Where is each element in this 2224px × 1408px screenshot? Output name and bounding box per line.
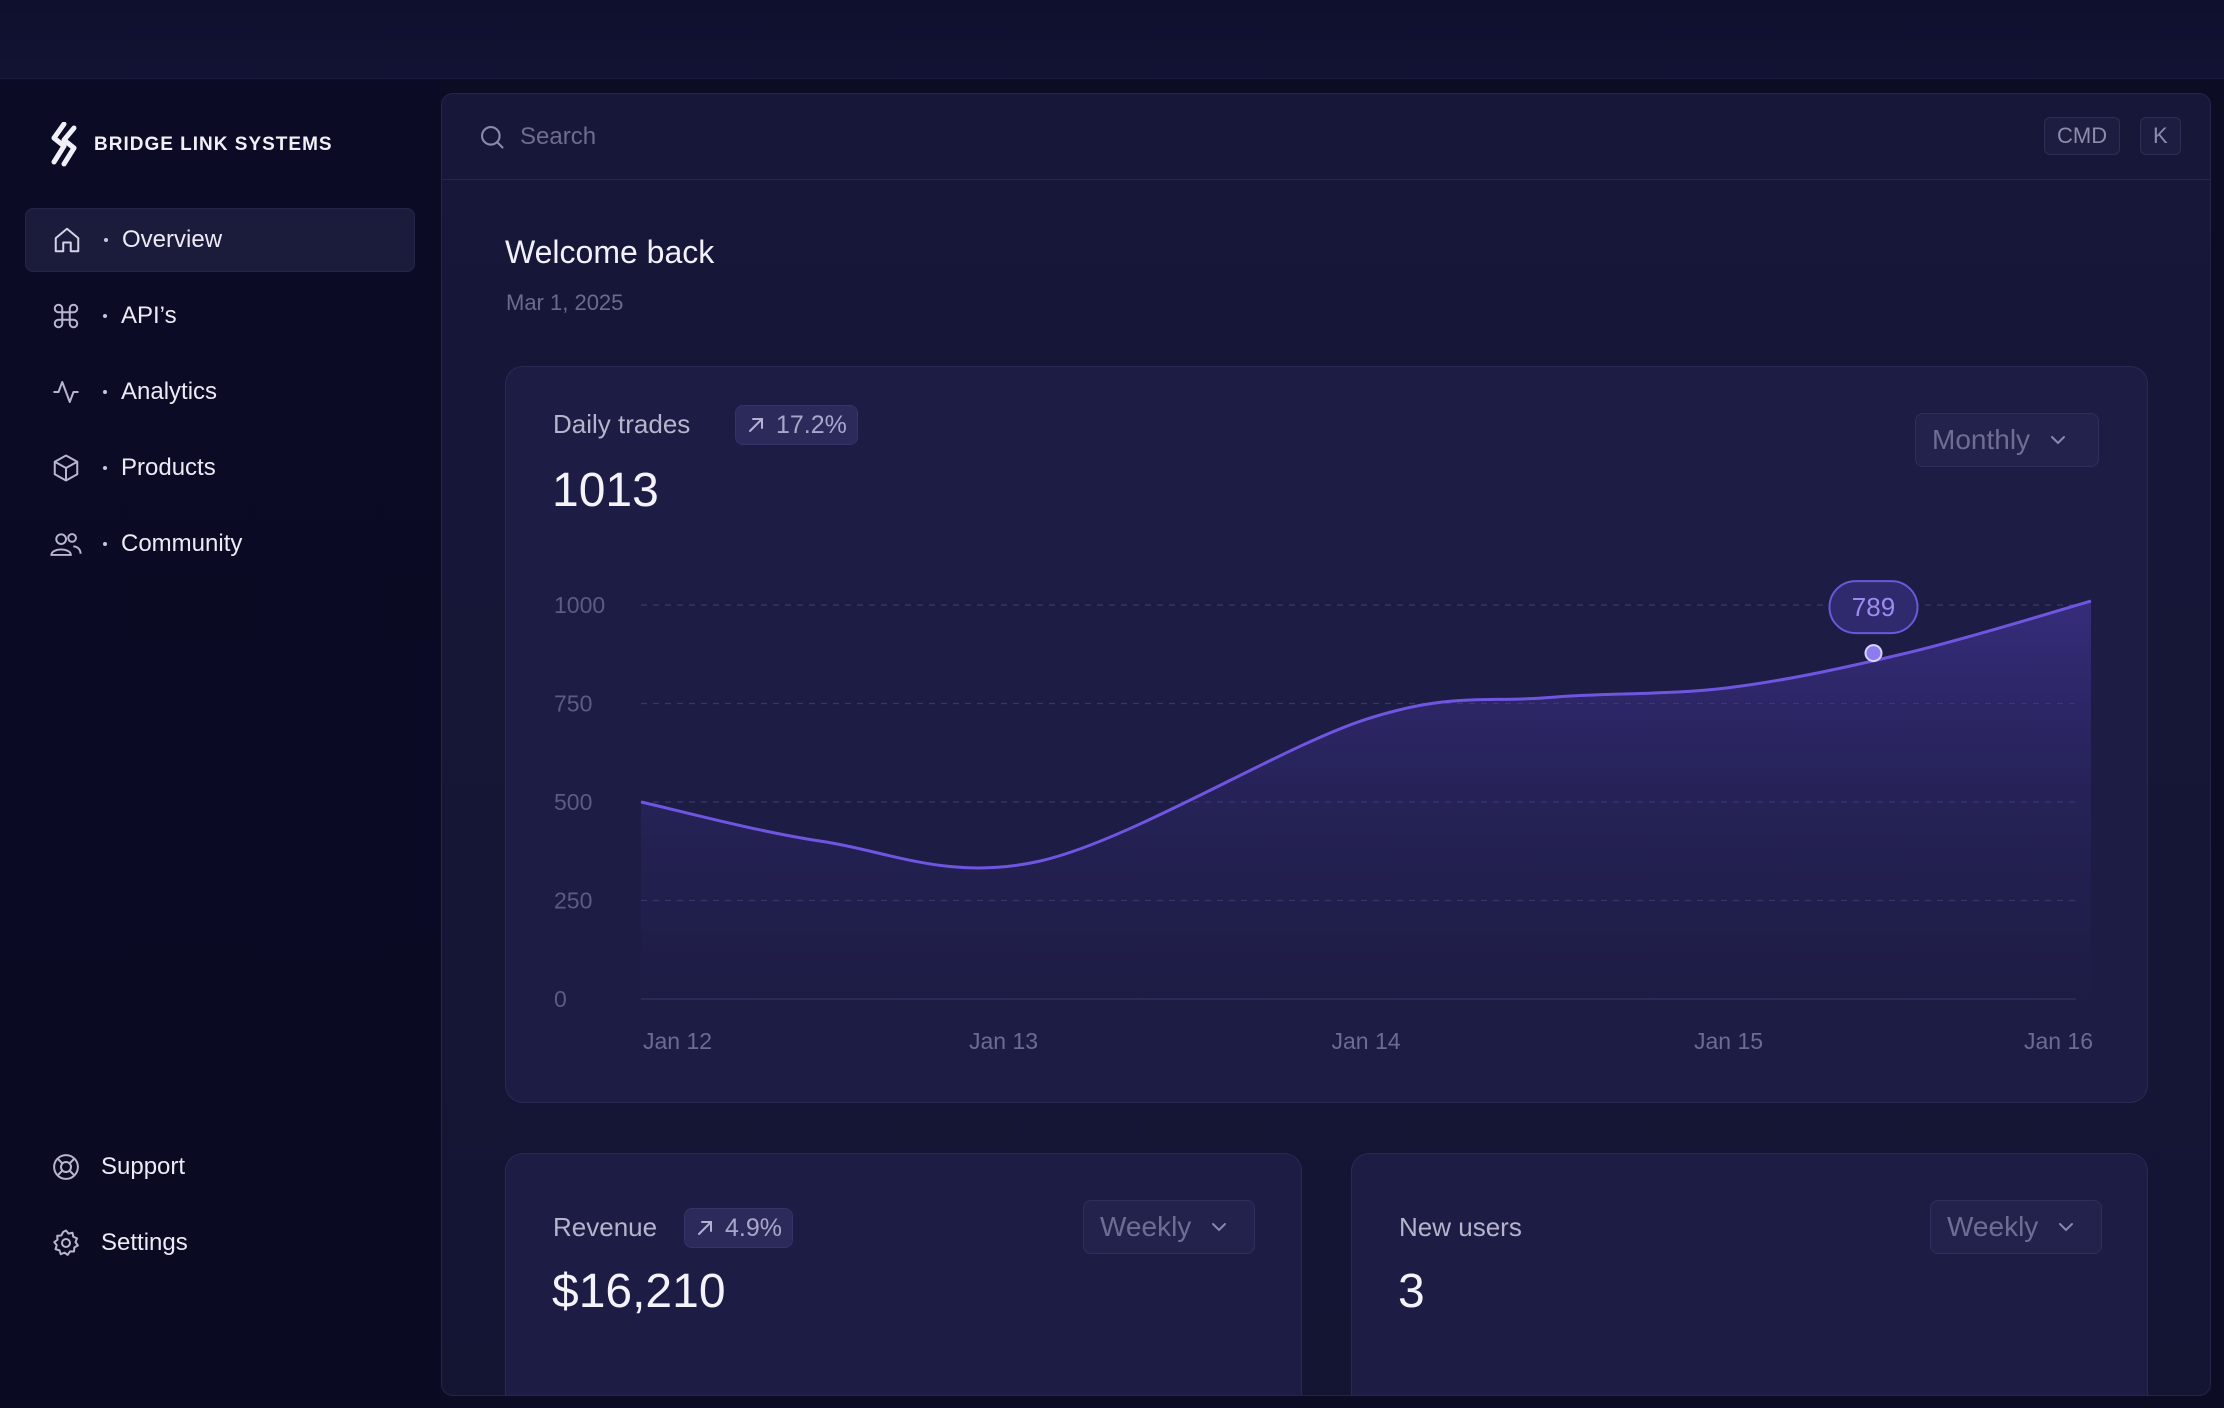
y-tick-label: 250: [554, 888, 592, 914]
activity-icon: [49, 375, 83, 409]
highlight-label: 789: [1852, 592, 1895, 622]
highlight-point[interactable]: [1864, 644, 1883, 663]
trades-line-chart: 0 250 500 750 1000 Jan 12 Jan 13 Jan 14 Jan 15 Ja…: [554, 580, 2093, 1054]
home-icon: [50, 223, 84, 257]
bullet: [104, 238, 108, 242]
chevron-down-icon: [2051, 436, 2066, 445]
box-icon: [49, 451, 83, 485]
sidebar-bottom-nav: Support Settings: [25, 1135, 415, 1287]
gear-icon: [49, 1226, 83, 1260]
sidebar-item-settings[interactable]: Settings: [25, 1211, 415, 1275]
card-title: New users: [1399, 1212, 1522, 1242]
dropdown-value: Weekly: [1947, 1211, 2039, 1242]
arrow-up-right-icon: [698, 1221, 712, 1235]
sidebar-item-analytics[interactable]: Analytics: [25, 360, 415, 424]
command-icon: [49, 299, 83, 333]
sidebar-item-label: Overview: [122, 226, 223, 253]
new-users-value: 3: [1398, 1265, 1425, 1318]
period-dropdown[interactable]: Monthly: [1915, 413, 2099, 467]
y-tick-label: 1000: [554, 592, 605, 618]
brand-logo-icon: [51, 122, 77, 167]
sidebar-item-label: Settings: [101, 1229, 188, 1256]
card-title: Revenue: [553, 1212, 658, 1242]
dropdown-value: Monthly: [1932, 424, 2031, 455]
bullet: [103, 390, 107, 394]
bullet: [103, 466, 107, 470]
x-tick-label: Jan 13: [969, 1028, 1038, 1054]
x-tick-label: Jan 15: [1694, 1028, 1763, 1054]
sidebar-item-label: Community: [121, 530, 243, 557]
main-panel: CMD K Welcome back Mar 1, 2025 Daily tra…: [441, 93, 2211, 1396]
sidebar-item-label: Support: [101, 1153, 186, 1180]
sidebar-item-support[interactable]: Support: [25, 1135, 415, 1199]
shortcut-k-key: K: [2140, 117, 2181, 155]
bullet: [103, 542, 107, 546]
period-dropdown[interactable]: Weekly: [1930, 1200, 2102, 1254]
users-icon: [49, 527, 83, 561]
sidebar-item-apis[interactable]: API’s: [25, 284, 415, 348]
chevron-down-icon: [2059, 1223, 2074, 1232]
trades-value: 1013: [552, 464, 659, 517]
change-badge: 17.2%: [735, 405, 858, 445]
brand[interactable]: BRIDGE LINK SYSTEMS: [48, 122, 333, 168]
revenue-value: $16,210: [552, 1265, 726, 1318]
sidebar-item-overview[interactable]: Overview: [25, 208, 415, 272]
change-value: 17.2%: [776, 410, 847, 439]
y-tick-label: 750: [554, 691, 592, 717]
brand-name: BRIDGE LINK SYSTEMS: [94, 134, 333, 155]
x-tick-label: Jan 14: [1331, 1028, 1400, 1054]
sidebar-item-products[interactable]: Products: [25, 436, 415, 500]
arrow-up-right-icon: [749, 418, 763, 432]
sidebar: BRIDGE LINK SYSTEMS Overview API’s Analy…: [0, 80, 440, 1408]
search-bar: CMD K: [442, 94, 2210, 180]
page-date: Mar 1, 2025: [506, 290, 624, 315]
sidebar-item-label: Products: [121, 454, 216, 481]
sidebar-nav: Overview API’s Analytics Products: [25, 208, 415, 588]
search-input[interactable]: [520, 118, 1720, 156]
dropdown-value: Weekly: [1100, 1211, 1192, 1242]
lifebuoy-icon: [49, 1150, 83, 1184]
card-title: Daily trades: [553, 409, 691, 439]
sidebar-item-label: API’s: [121, 302, 177, 329]
top-bar: [0, 0, 2224, 79]
chevron-down-icon: [1212, 1223, 1227, 1232]
new-users-card: New users 3 Weekly: [1351, 1153, 2148, 1395]
y-tick-label: 0: [554, 986, 567, 1012]
revenue-card: Revenue 4.9% $16,210 Weekly: [505, 1153, 1302, 1395]
period-dropdown[interactable]: Weekly: [1083, 1200, 1255, 1254]
highlight-tooltip: [1828, 580, 1919, 635]
sidebar-item-community[interactable]: Community: [25, 512, 415, 576]
search-icon: [481, 126, 504, 149]
shortcut-cmd-key: CMD: [2044, 117, 2121, 155]
chart-area: [641, 601, 2091, 999]
daily-trades-card: Daily trades 17.2% 1013 Monthly 0 250 500 7…: [505, 366, 2148, 1103]
x-tick-label: Jan 12: [643, 1028, 712, 1054]
change-badge: 4.9%: [684, 1208, 793, 1248]
x-tick-label: Jan 16: [2024, 1028, 2093, 1054]
y-tick-label: 500: [554, 789, 592, 815]
page-title: Welcome back: [505, 234, 715, 270]
bullet: [103, 314, 107, 318]
change-value: 4.9%: [725, 1213, 782, 1242]
sidebar-item-label: Analytics: [121, 378, 218, 405]
